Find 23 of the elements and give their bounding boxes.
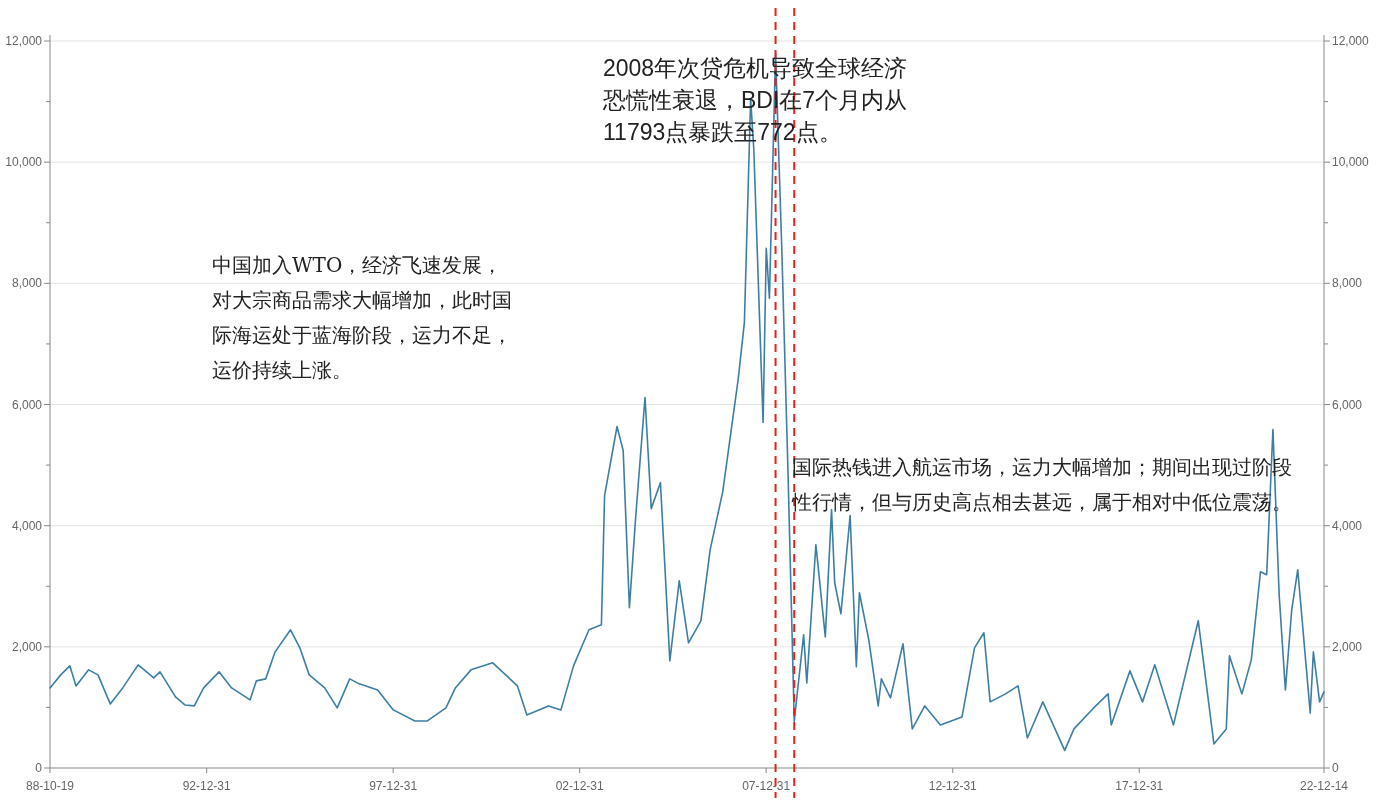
y-tick-label: 8,000 xyxy=(11,276,43,291)
x-tick-label: 17-12-31 xyxy=(1115,779,1164,793)
y-tick-label: 12,000 xyxy=(5,34,43,48)
y2-tick-label: 12,000 xyxy=(1332,34,1370,48)
y-tick-label: 4,000 xyxy=(11,518,43,533)
y2-tick-label: 4,000 xyxy=(1332,518,1363,533)
y-tick-label: 2,000 xyxy=(11,639,43,654)
y2-tick-label: 8,000 xyxy=(1332,276,1363,291)
x-tick-label: 12-12-31 xyxy=(928,779,978,793)
y2-tick-label: 6,000 xyxy=(1332,397,1363,412)
x-tick-label: 22-12-14 xyxy=(1299,779,1349,793)
y2-tick-label: 0 xyxy=(1332,761,1339,775)
y2-tick-label: 2,000 xyxy=(1332,639,1363,654)
y2-tick-label: 10,000 xyxy=(1332,155,1370,170)
y-tick-label: 0 xyxy=(35,761,43,775)
x-tick-label: 88-10-19 xyxy=(25,779,75,793)
x-tick-label: 97-12-31 xyxy=(369,779,418,793)
y-tick-label: 10,000 xyxy=(5,155,43,170)
annotation: 中国加入WTO，经济飞速发展，对大宗商品需求大幅增加，此时国际海运处于蓝海阶段，运力不足，运价持续上涨。 xyxy=(212,252,512,384)
x-tick-label: 92-12-31 xyxy=(182,779,232,793)
y-tick-label: 6,000 xyxy=(11,397,43,412)
x-tick-label: 07-12-31 xyxy=(742,779,791,793)
x-tick-label: 02-12-31 xyxy=(555,779,604,793)
